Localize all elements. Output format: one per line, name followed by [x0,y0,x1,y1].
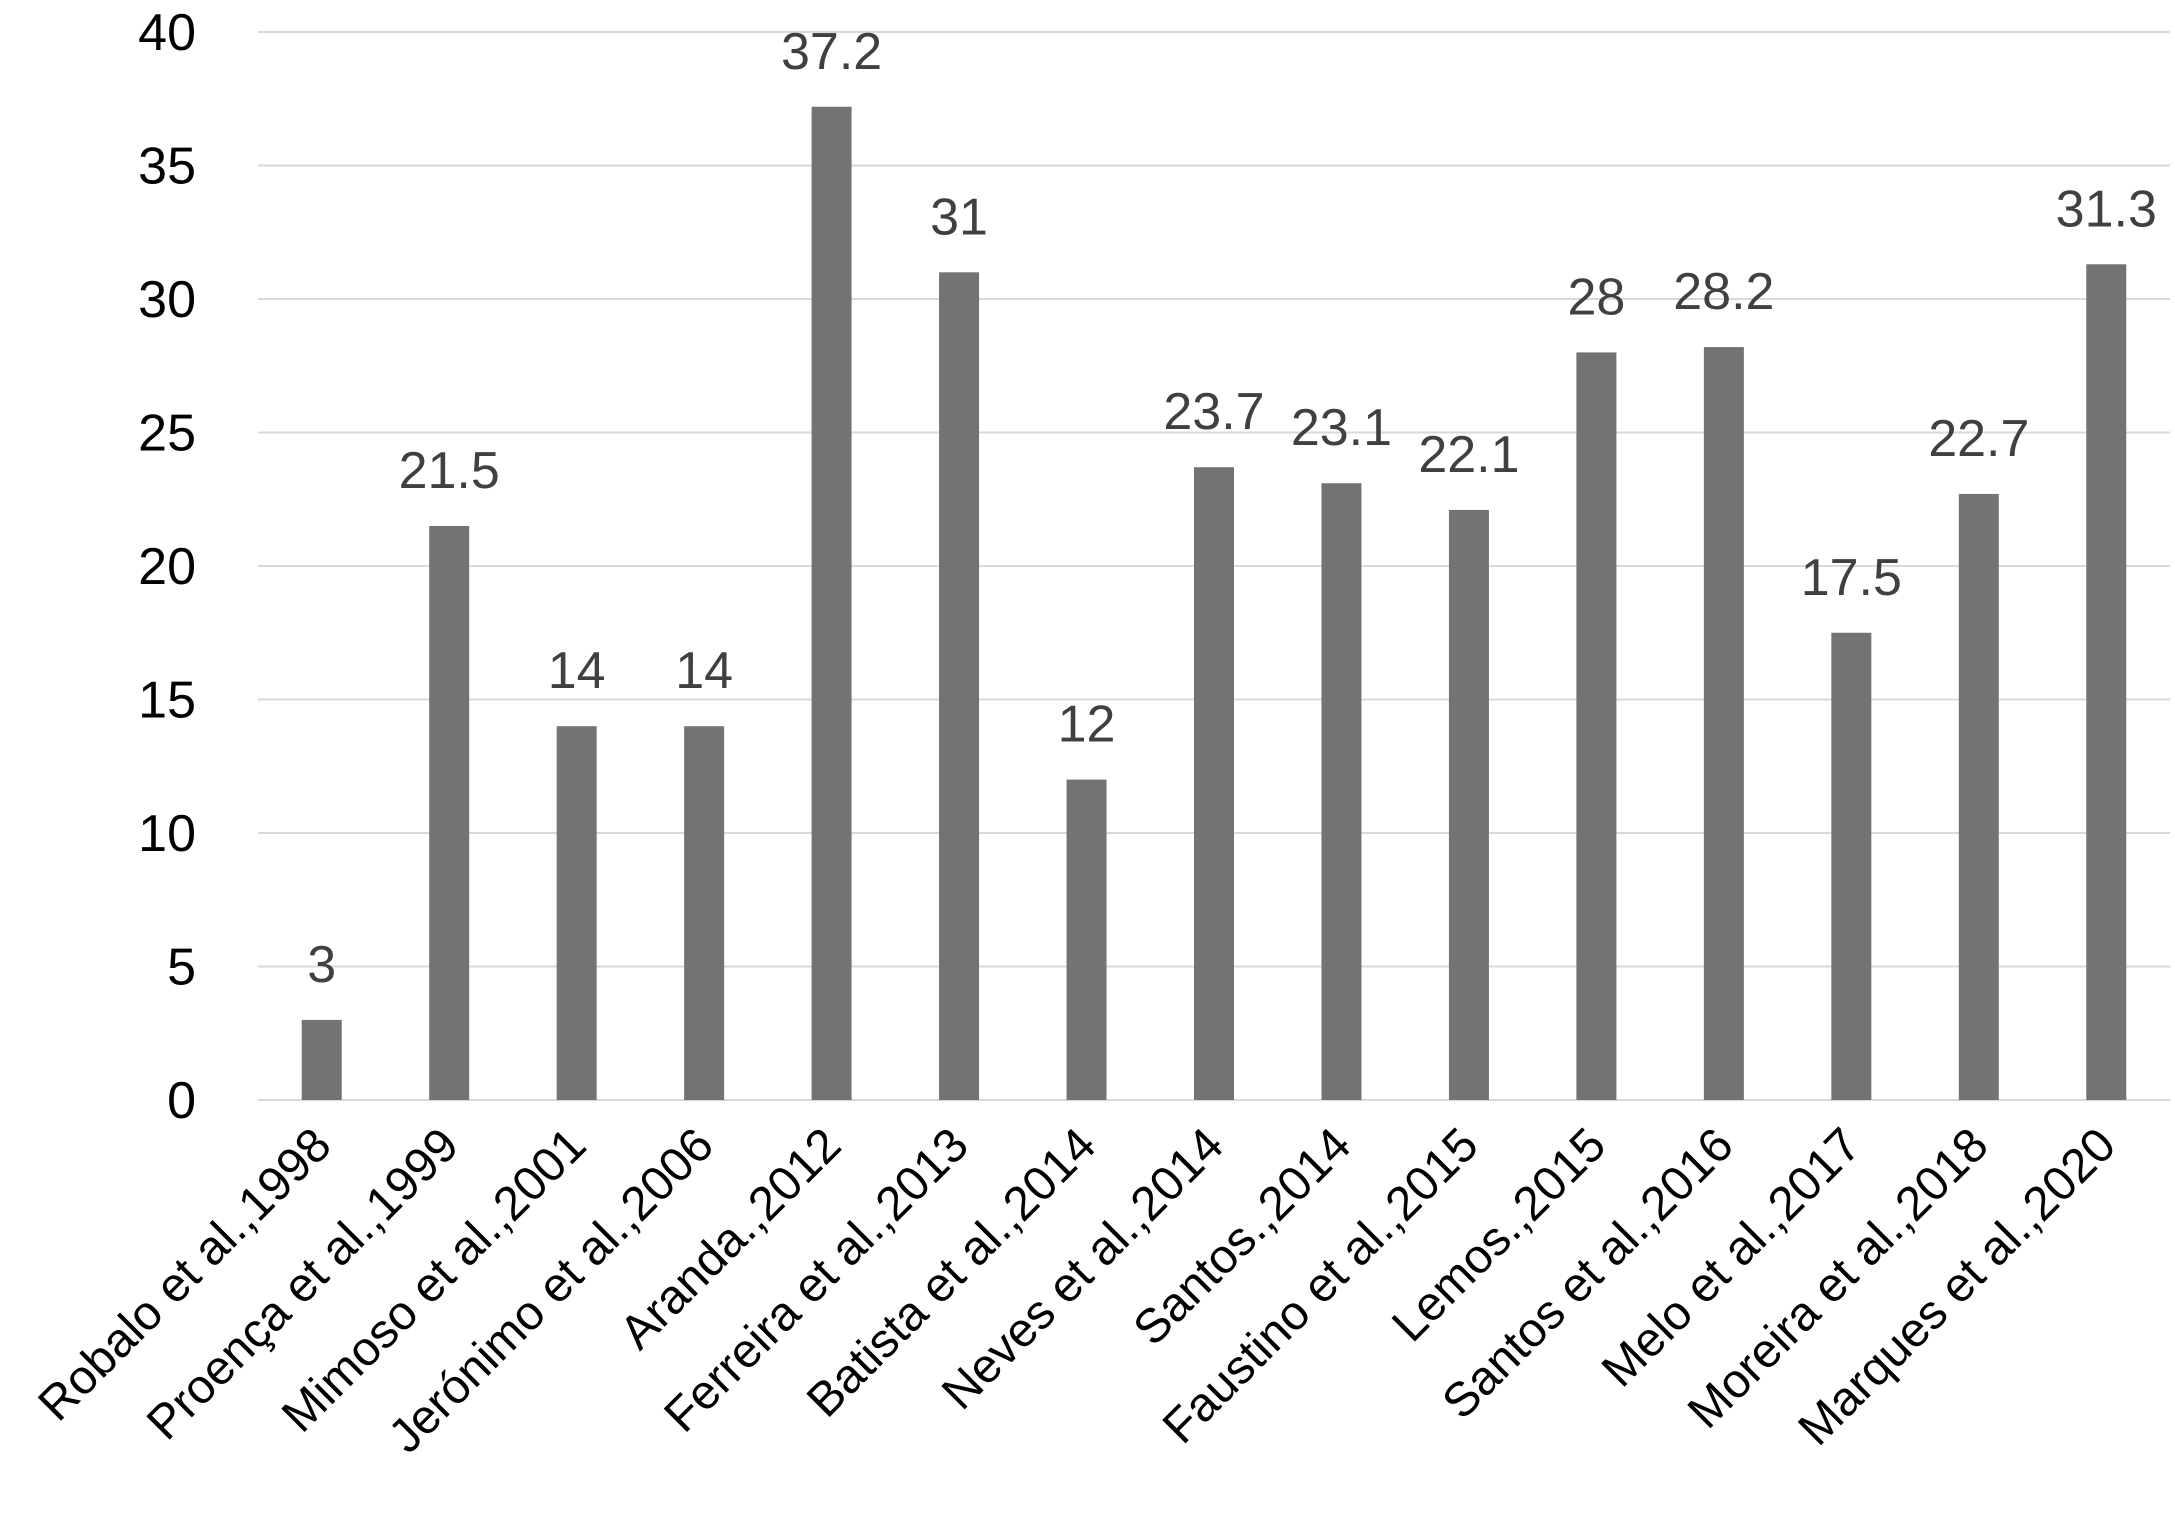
data-label: 22.7 [1928,410,2029,468]
y-tick-label: 25 [138,405,196,463]
bar [1066,779,1107,1100]
x-category-label: Aranda.,2012 [610,1118,851,1359]
y-tick-label: 10 [138,805,196,863]
bar [1194,467,1234,1101]
data-label: 28.2 [1673,263,1774,321]
y-tick-label: 35 [138,138,196,196]
bar [684,726,725,1100]
y-tick-label: 0 [167,1072,196,1130]
data-label: 23.7 [1163,383,1264,441]
data-label: 21.5 [399,442,500,500]
bar [556,726,597,1100]
bar [939,272,980,1100]
data-label: 23.1 [1291,399,1392,457]
y-tick-label: 40 [138,4,196,62]
data-label: 14 [675,642,733,700]
data-label: 37.2 [781,23,882,81]
data-label: 3 [307,936,336,994]
bar [1703,347,1744,1100]
bar [1576,352,1617,1100]
bar [2086,264,2127,1100]
data-label: 31 [930,188,988,246]
y-tick-label: 30 [138,271,196,329]
data-label: 22.1 [1418,426,1519,484]
bar [1448,509,1489,1100]
bar [1958,493,1999,1100]
bar [429,525,470,1100]
data-label: 14 [548,642,606,700]
y-tick-label: 5 [167,939,196,997]
bar [1831,632,1872,1100]
bars [301,106,2127,1101]
bar [1321,483,1362,1101]
data-label: 12 [1058,696,1116,754]
y-tick-label: 15 [138,672,196,730]
data-label: 28 [1567,268,1625,326]
data-label: 17.5 [1801,549,1902,607]
y-tick-label: 20 [138,538,196,596]
bar [301,1019,342,1100]
data-label: 31.3 [2056,180,2157,238]
bar [811,106,852,1100]
y-axis-ticks: 0 5 10 15 20 25 30 35 40 [138,4,196,1130]
data-labels: 3 21.5 14 14 37.2 31 12 23.7 23.1 22.1 28 28.2 17.5 2… [307,23,2157,994]
